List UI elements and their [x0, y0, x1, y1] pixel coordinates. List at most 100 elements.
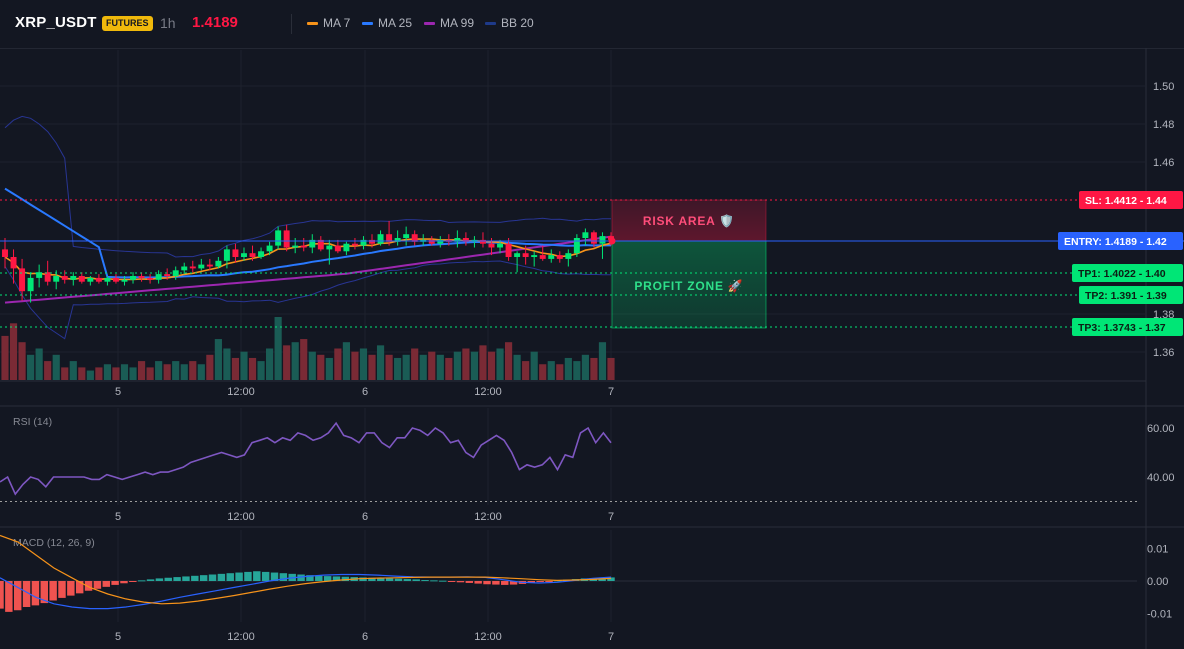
macd-hist-bar	[465, 581, 474, 583]
volume-bars	[1, 317, 615, 380]
macd-hist-bar	[31, 581, 40, 606]
candle-body	[147, 277, 154, 280]
candle-body	[479, 239, 486, 244]
candle-body	[95, 277, 102, 282]
top-bar: XRP_USDT FUTURES 1h 1.4189 MA 7 MA 25 MA…	[0, 0, 1184, 49]
macd-hist-bar	[235, 572, 243, 581]
time-tick: 7	[608, 386, 614, 398]
legend-ma25[interactable]: MA 25	[362, 16, 412, 30]
level-tag-text: ENTRY: 1.4189 - 1.42	[1064, 236, 1167, 248]
candle-body	[249, 253, 256, 257]
volume-bar	[462, 348, 470, 380]
futures-badge: FUTURES	[102, 16, 153, 31]
macd-hist-bar	[359, 577, 367, 581]
profit-zone	[611, 240, 767, 329]
volume-bar	[334, 348, 342, 380]
symbol-name[interactable]: XRP_USDT	[15, 14, 97, 31]
volume-bar	[223, 348, 231, 380]
volume-bar	[547, 361, 555, 380]
candle-body	[360, 239, 367, 246]
candle-body	[437, 239, 444, 244]
price-tick: 1.36	[1153, 347, 1174, 359]
time-tick: 6	[362, 386, 368, 398]
macd-line	[0, 573, 612, 610]
volume-bar	[385, 354, 393, 380]
rsi-line	[0, 421, 612, 496]
candle-body	[78, 276, 85, 282]
macd-hist-bar	[164, 577, 172, 581]
profit-zone-label: PROFIT ZONE 🚀	[634, 279, 743, 293]
candle-body	[27, 277, 34, 292]
volume-bar	[231, 357, 240, 380]
macd-hist-bar	[385, 578, 394, 581]
candle-body	[121, 279, 128, 282]
candle-body	[497, 243, 504, 248]
rsi-tick: 60.00	[1147, 423, 1175, 435]
legend-ma99[interactable]: MA 99	[424, 16, 474, 30]
candle-body	[403, 234, 410, 238]
volume-bar	[479, 345, 487, 380]
legend-swatch	[307, 21, 318, 25]
volume-bar	[266, 348, 274, 380]
macd-tick: 0.00	[1147, 576, 1168, 588]
timeframe[interactable]: 1h	[160, 15, 176, 31]
volume-bar	[428, 351, 436, 380]
current-price: 1.4189	[192, 14, 238, 31]
price-tick: 1.48	[1153, 119, 1174, 131]
candle-body	[565, 253, 572, 259]
macd-hist-bar	[323, 576, 332, 581]
volume-bar	[18, 342, 26, 380]
volume-bar	[248, 357, 257, 380]
volume-bar	[137, 361, 146, 380]
macd-hist-bar	[102, 581, 110, 587]
volume-bar	[564, 357, 572, 380]
candle-body	[266, 245, 273, 252]
macd-hist-bar	[332, 576, 341, 581]
entry-marker	[608, 237, 616, 245]
candle-body	[292, 245, 299, 248]
price-tick: 1.38	[1153, 309, 1174, 321]
level-tag-text: SL: 1.4412 - 1.44	[1085, 195, 1167, 207]
volume-bar	[240, 351, 248, 380]
rsi-tick: 40.00	[1147, 472, 1175, 484]
candle-body	[539, 255, 546, 259]
level-tag-box	[1079, 286, 1183, 304]
macd-hist-bar	[253, 571, 261, 581]
candle-body	[2, 249, 8, 257]
candle-body	[189, 266, 196, 269]
volume-bar	[155, 361, 163, 380]
candle-body	[556, 255, 563, 259]
macd-histogram	[0, 571, 615, 612]
candle-body	[275, 230, 282, 246]
macd-hist-bar	[67, 581, 75, 596]
candle-body	[223, 249, 230, 261]
candle-body	[87, 277, 94, 282]
candle-body	[411, 234, 418, 242]
macd-hist-bar	[368, 577, 376, 581]
macd-hist-bar	[456, 581, 465, 583]
macd-signal-line	[0, 534, 612, 605]
level-tag-text: TP1: 1.4022 - 1.40	[1078, 268, 1166, 280]
macd-hist-bar	[137, 580, 146, 582]
volume-bar	[522, 361, 530, 380]
candle-body	[488, 243, 495, 248]
time-tick: 5	[115, 386, 121, 398]
candle-body	[590, 232, 597, 244]
candle-body	[61, 276, 68, 280]
macd-hist-bar	[111, 581, 119, 585]
legend-swatch	[485, 21, 496, 25]
candle-body	[394, 238, 401, 242]
macd-hist-bar	[607, 577, 615, 581]
legend-ma7[interactable]: MA 7	[307, 16, 350, 30]
time-tick: 12:00	[227, 511, 255, 523]
macd-hist-bar	[527, 581, 536, 583]
legend-bb20[interactable]: BB 20	[485, 16, 534, 30]
legend-swatch	[362, 21, 373, 25]
macd-hist-bar	[545, 581, 553, 582]
candle-body	[258, 251, 265, 257]
macd-hist-bar	[341, 576, 350, 581]
volume-bar	[9, 323, 18, 380]
volume-bar	[453, 351, 461, 380]
candle-body	[548, 255, 555, 259]
